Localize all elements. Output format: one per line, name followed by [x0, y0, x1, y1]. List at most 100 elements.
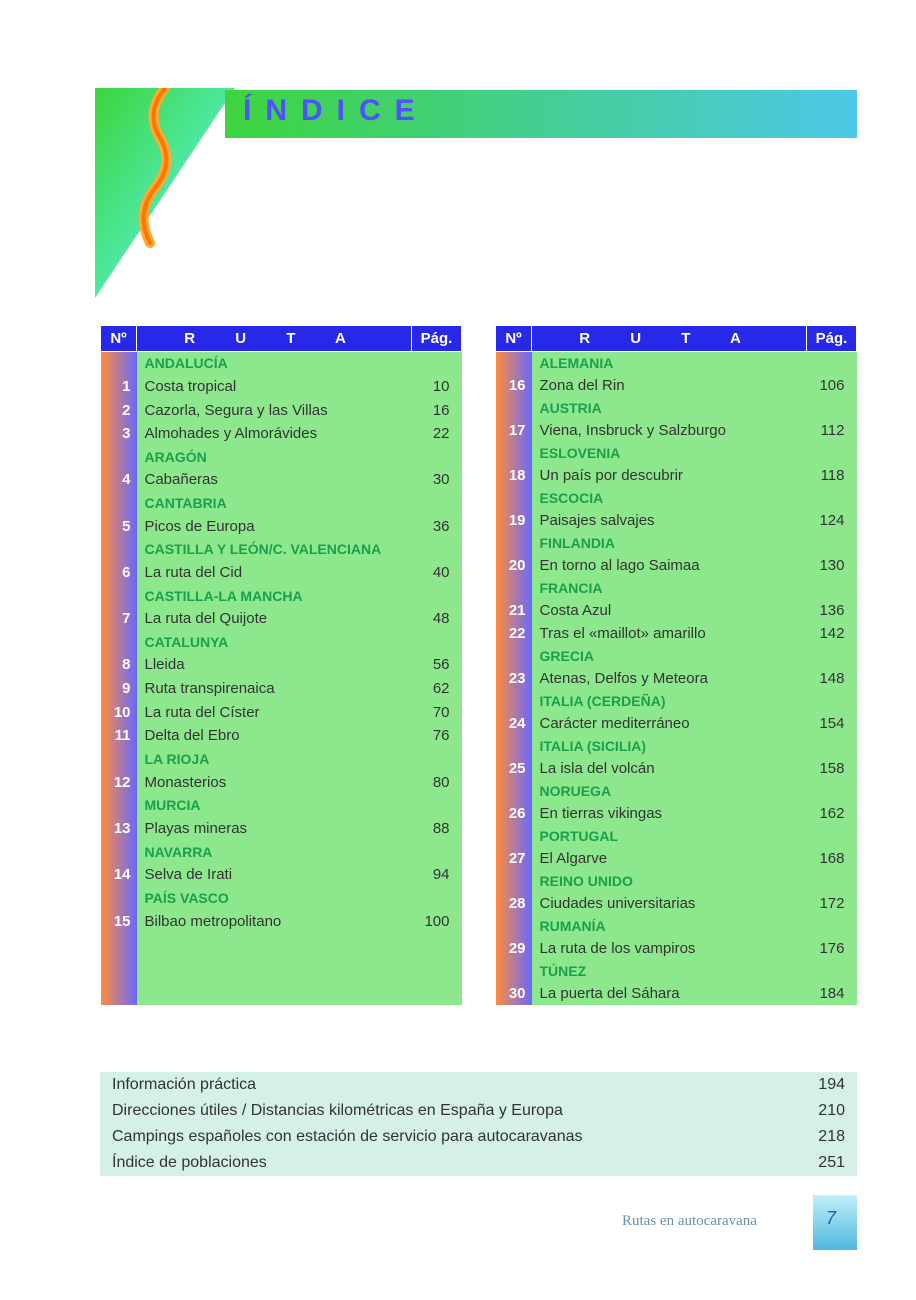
route-page	[412, 584, 462, 607]
route-number: 5	[101, 514, 137, 538]
appendix-page: 194	[797, 1072, 857, 1098]
table-row: ITALIA (CERDEÑA)	[496, 690, 857, 712]
table-row: 2Cazorla, Segura y las Villas16	[101, 398, 462, 422]
col-header-pag: Pág.	[412, 326, 462, 352]
table-row: 14Selva de Irati94	[101, 863, 462, 887]
route-page	[807, 577, 857, 599]
appendix-row: Campings españoles con estación de servi…	[100, 1124, 857, 1150]
route-name: REINO UNIDO	[532, 870, 807, 892]
route-page: 142	[807, 622, 857, 645]
table-row: PORTUGAL	[496, 825, 857, 847]
route-number	[101, 492, 137, 515]
table-row: 4Cabañeras30	[101, 468, 462, 492]
table-row: 26En tierras vikingas162	[496, 802, 857, 825]
route-number: 16	[496, 374, 532, 397]
route-name: NORUEGA	[532, 780, 807, 802]
route-page	[412, 538, 462, 561]
route-number: 23	[496, 667, 532, 690]
table-row: 25La isla del volcán158	[496, 757, 857, 780]
decorative-squiggle	[130, 88, 190, 248]
route-name: Cabañeras	[137, 468, 412, 492]
table-row: 16Zona del Rin106	[496, 374, 857, 397]
col-header-num: Nº	[496, 326, 532, 352]
route-page: 154	[807, 712, 857, 735]
route-name: ANDALUCÍA	[137, 352, 412, 375]
table-row: 20En torno al lago Saimaa130	[496, 554, 857, 577]
route-number	[496, 645, 532, 667]
route-page	[807, 960, 857, 982]
route-name: ESLOVENIA	[532, 442, 807, 464]
route-name: MURCIA	[137, 794, 412, 817]
route-name: FINLANDIA	[532, 532, 807, 554]
route-page	[807, 352, 857, 375]
table-row: 22Tras el «maillot» amarillo142	[496, 622, 857, 645]
route-name: RUMANÍA	[532, 915, 807, 937]
route-page: 176	[807, 937, 857, 960]
route-name: Atenas, Delfos y Meteora	[532, 667, 807, 690]
route-number	[496, 780, 532, 802]
route-page: 56	[412, 653, 462, 677]
route-page: 130	[807, 554, 857, 577]
table-row: CASTILLA-LA MANCHA	[101, 584, 462, 607]
route-name: Playas mineras	[137, 817, 412, 841]
route-number: 9	[101, 677, 137, 701]
table-row: 24Carácter mediterráneo154	[496, 712, 857, 735]
route-page: 148	[807, 667, 857, 690]
route-number	[101, 538, 137, 561]
route-number	[101, 446, 137, 469]
appendix-row: Información práctica194	[100, 1072, 857, 1098]
table-row: CATALUNYA	[101, 631, 462, 654]
appendix-name: Información práctica	[100, 1072, 797, 1098]
route-number: 14	[101, 863, 137, 887]
table-row: 23Atenas, Delfos y Meteora148	[496, 667, 857, 690]
route-number: 13	[101, 817, 137, 841]
route-name: GRECIA	[532, 645, 807, 667]
route-page: 172	[807, 892, 857, 915]
route-page	[807, 690, 857, 712]
route-number	[496, 532, 532, 554]
table-row: 30La puerta del Sáhara184	[496, 982, 857, 1005]
route-page	[807, 532, 857, 554]
table-row: REINO UNIDO	[496, 870, 857, 892]
route-name: PORTUGAL	[532, 825, 807, 847]
table-row: 29La ruta de los vampiros176	[496, 937, 857, 960]
table-row: 18Un país por descubrir118	[496, 464, 857, 487]
route-page: 88	[412, 817, 462, 841]
appendix-row: Índice de poblaciones251	[100, 1150, 857, 1176]
table-row: PAÍS VASCO	[101, 886, 462, 909]
table-row: CANTABRIA	[101, 492, 462, 515]
route-name: Bilbao metropolitano	[137, 909, 412, 933]
route-page: 184	[807, 982, 857, 1005]
route-name: Costa Azul	[532, 599, 807, 622]
route-page	[412, 748, 462, 771]
route-number: 25	[496, 757, 532, 780]
index-tables: Nº R U T A Pág. ANDALUCÍA1Costa tropical…	[100, 325, 857, 1005]
route-name: CANTABRIA	[137, 492, 412, 515]
table-row: 12Monasterios80	[101, 770, 462, 794]
route-number	[496, 735, 532, 757]
table-row: ITALIA (SICILIA)	[496, 735, 857, 757]
route-name: Selva de Irati	[137, 863, 412, 887]
appendix-name: Campings españoles con estación de servi…	[100, 1124, 797, 1150]
table-row: ALEMANIA	[496, 352, 857, 375]
route-number	[101, 631, 137, 654]
table-row: ESLOVENIA	[496, 442, 857, 464]
page-number: 7	[826, 1208, 836, 1229]
route-name: El Algarve	[532, 847, 807, 870]
route-page: 70	[412, 700, 462, 724]
route-page: 106	[807, 374, 857, 397]
appendix-page: 210	[797, 1098, 857, 1124]
route-name: La puerta del Sáhara	[532, 982, 807, 1005]
table-row: 8Lleida56	[101, 653, 462, 677]
route-page: 158	[807, 757, 857, 780]
route-number: 17	[496, 419, 532, 442]
table-row: ESCOCIA	[496, 487, 857, 509]
route-name: Viena, Insbruck y Salzburgo	[532, 419, 807, 442]
filler-row	[101, 957, 462, 981]
route-number: 21	[496, 599, 532, 622]
route-page: 124	[807, 509, 857, 532]
route-number: 12	[101, 770, 137, 794]
route-number	[101, 794, 137, 817]
route-number	[496, 870, 532, 892]
route-page: 136	[807, 599, 857, 622]
